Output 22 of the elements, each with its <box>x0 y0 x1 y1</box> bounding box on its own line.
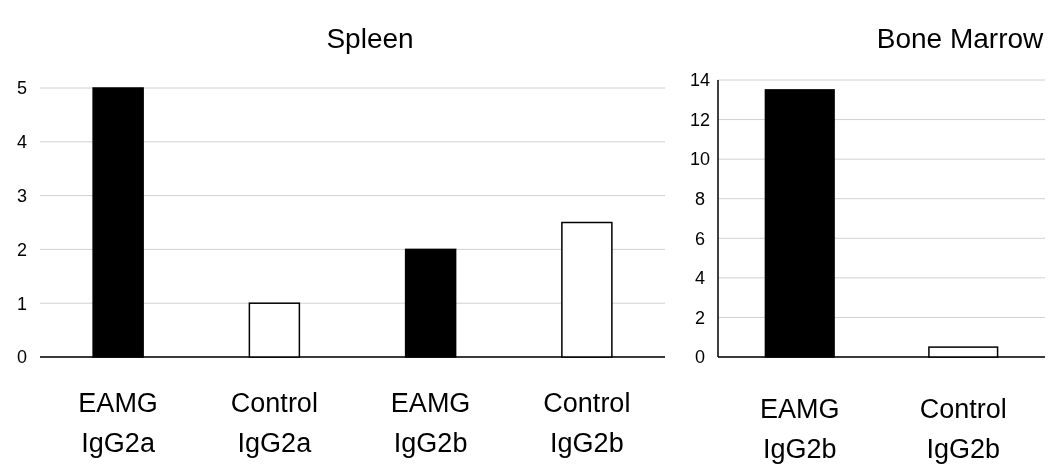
y-tick-label: 12 <box>689 109 711 130</box>
y-tick-label: 10 <box>689 149 711 170</box>
y-tick-label: 4 <box>694 268 706 289</box>
x-tick-label: Control IgG2b <box>919 394 1007 464</box>
y-tick-label: 8 <box>694 189 706 210</box>
y-tick-label: 6 <box>694 228 706 249</box>
x-tick-label: EAMG IgG2b <box>759 394 840 464</box>
x-tick-label: Control IgG2a <box>230 388 318 458</box>
y-tick-label: 2 <box>694 307 706 328</box>
x-tick-label: EAMG IgG2b <box>390 388 471 458</box>
x-tick-label: EAMG IgG2a <box>78 388 158 458</box>
y-tick-label: 4 <box>16 132 28 153</box>
y-tick-label: 5 <box>16 78 28 99</box>
y-tick-label: 1 <box>16 293 28 314</box>
y-tick-label: 2 <box>16 239 28 260</box>
x-tick-label: Control IgG2b <box>543 388 631 458</box>
y-tick-label: 3 <box>16 185 28 206</box>
y-tick-label: 14 <box>689 70 711 91</box>
y-tick-label: 0 <box>694 347 706 368</box>
y-tick-label: 0 <box>16 347 28 368</box>
chart-title: Bone Marrow <box>876 23 1045 54</box>
chart-title: Spleen <box>326 23 414 54</box>
